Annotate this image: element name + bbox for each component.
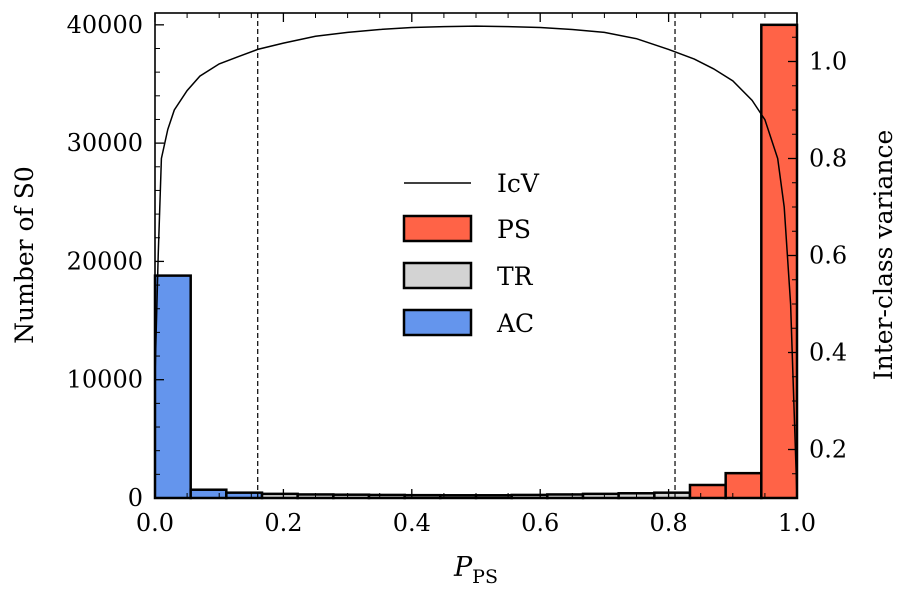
y-tick-label: 40000 <box>67 11 143 39</box>
y2-tick-label: 0.4 <box>809 339 847 367</box>
y-tick-label: 20000 <box>67 247 143 275</box>
bars-group <box>153 23 799 500</box>
legend-label-ps: PS <box>497 215 531 244</box>
y2-tick-label: 0.6 <box>809 242 847 270</box>
x-tick-label: 0.4 <box>393 509 431 537</box>
y2-axis-label: Inter-class variance <box>869 130 898 381</box>
y-tick-label: 30000 <box>67 129 143 157</box>
bar-ps <box>688 483 727 500</box>
y-tick-label: 10000 <box>67 366 143 394</box>
plot-frame <box>154 12 798 499</box>
y-tick-label: 0 <box>128 484 143 512</box>
legend: IcV PS TR AC <box>402 169 540 338</box>
bar-ps <box>760 23 799 500</box>
bar-ps <box>724 471 763 500</box>
x-tick-label: 0.0 <box>136 509 174 537</box>
legend-label-icv: IcV <box>497 169 540 198</box>
legend-label-ac: AC <box>496 309 534 338</box>
x-tick-label: 0.6 <box>521 509 559 537</box>
icv-line-group <box>154 25 798 499</box>
x-tick-label: 0.8 <box>650 509 688 537</box>
y2-tick-label: 0.8 <box>809 145 847 173</box>
legend-swatch-ac <box>402 308 473 337</box>
legend-swatch-tr <box>402 261 473 290</box>
x-tick-label: 0.2 <box>264 509 302 537</box>
legend-swatch-ps <box>402 214 473 243</box>
x-tick-label: 1.0 <box>778 509 816 537</box>
x-axis-label: PPS <box>453 552 498 588</box>
bar-ac <box>153 274 192 500</box>
legend-label-tr: TR <box>497 262 534 291</box>
y2-tick-label: 1.0 <box>809 48 847 76</box>
axis-ticks: 0.0 0.2 0.4 0.6 0.8 1.0 0 10000 20000 30000 40000 0… <box>67 11 848 537</box>
y2-tick-label: 0.2 <box>809 436 847 464</box>
y-axis-label: Number of S0 <box>10 166 39 344</box>
icv-line <box>154 25 798 499</box>
bar-ac <box>189 488 228 500</box>
threshold-lines <box>257 13 676 498</box>
